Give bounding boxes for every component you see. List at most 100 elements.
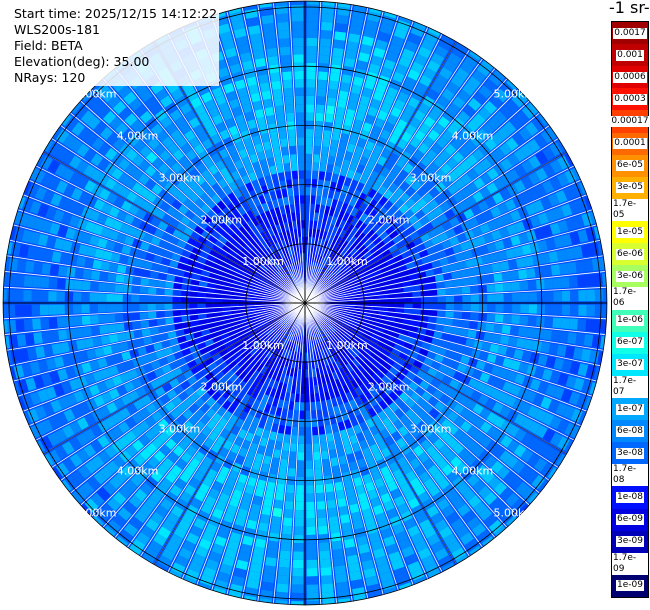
range-gate [29,167,39,180]
range-gate [247,253,256,261]
ray-separator [6,302,306,351]
range-gate [182,174,194,186]
range-gate [217,571,231,583]
range-gate [430,512,444,525]
range-gate [516,338,526,349]
range-gate [467,329,477,339]
range-gate [464,139,477,153]
range-gate [499,261,510,271]
colorbar-cell: 0.0003 [612,88,648,111]
range-gate [232,524,244,535]
range-gate [93,121,107,135]
range-gate [379,353,389,361]
range-gate [369,284,378,289]
range-gate [446,196,458,208]
range-gate [202,214,213,225]
range-gate [319,163,327,172]
range-gate [157,176,169,188]
range-gate [441,357,452,367]
range-gate [376,421,386,432]
range-gate [300,394,305,403]
range-gate [285,425,292,435]
range-gate [106,192,118,204]
ray-separator [114,302,306,538]
range-gate [377,319,386,324]
range-gate [374,326,384,333]
range-gate [315,204,320,213]
range-gate [331,199,338,209]
range-gate [345,108,356,119]
range-gate [428,420,440,432]
range-gate [202,381,213,392]
range-gate [258,419,266,429]
range-gate [371,295,380,300]
range-gate [522,376,534,388]
range-gate [96,105,111,119]
range-gate [194,225,204,235]
range-gate [403,342,414,350]
range-gate [221,366,231,375]
range-gate [249,33,262,44]
range-gate [306,518,316,527]
range-gate [125,148,138,162]
range-gate [283,196,289,206]
range-gate [299,245,303,254]
range-gate [313,451,321,461]
ray-separator [304,1,322,304]
range-gate [428,174,440,186]
range-gate [415,433,427,444]
range-gate [330,322,339,329]
range-gate [430,52,445,66]
range-gate [387,424,397,435]
range-gate [560,389,573,403]
range-gate [253,546,265,557]
range-gate [158,431,170,443]
range-gate [55,462,70,477]
range-gate [380,67,393,79]
range-gate [468,378,479,389]
range-gate [316,96,326,106]
range-gate [548,251,559,263]
range-gate [272,353,279,362]
range-gate [276,13,289,23]
range-gate [329,324,337,331]
range-gate [338,386,345,396]
range-gate [229,333,239,341]
range-gate [319,550,331,560]
range-gate [491,229,502,241]
range-gate [40,419,54,434]
range-gate [322,279,330,287]
range-ring-label: 2.00km [368,213,410,226]
range-gate [510,209,522,222]
range-gate [444,280,454,288]
range-gate [335,236,342,246]
range-gate [319,434,327,443]
range-gate [421,38,436,52]
range-gate [305,162,312,171]
range-gate [399,414,410,425]
range-gate [264,308,273,312]
range-gate [254,143,264,153]
range-gate [247,291,257,295]
range-gate [226,326,236,333]
range-gate [237,473,248,484]
range-gate [338,192,346,203]
range-gate [458,145,471,158]
range-gate [308,236,312,246]
range-gate [350,226,359,236]
range-gate [481,536,494,547]
range-gate [360,247,370,256]
range-gate [389,230,399,240]
range-gate [436,136,449,149]
range-gate [307,245,311,254]
range-gate [553,358,565,371]
range-gate [457,336,467,345]
range-gate [272,298,281,301]
range-gate [123,275,133,284]
range-gate [215,316,224,322]
range-gate [169,378,180,388]
range-gate [483,363,494,374]
range-gate [206,145,218,157]
range-gate [475,331,485,340]
range-gate [343,318,352,323]
